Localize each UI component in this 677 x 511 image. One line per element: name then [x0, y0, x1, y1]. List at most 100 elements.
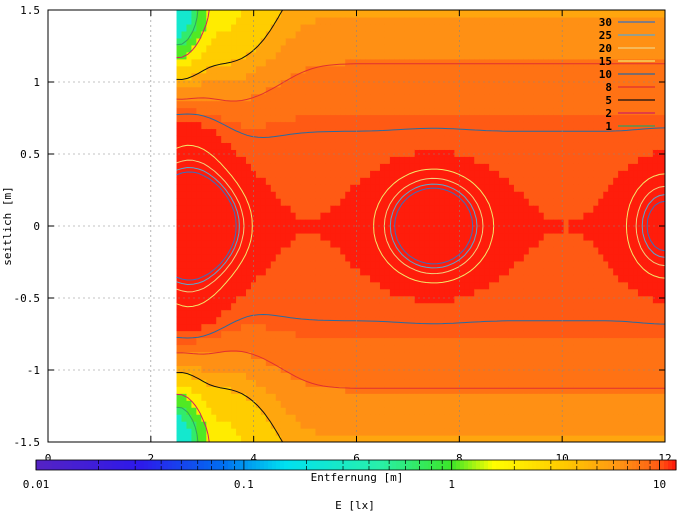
- heatmap-cell: [538, 184, 545, 192]
- heatmap-cell: [335, 421, 341, 429]
- heatmap-cell: [265, 295, 272, 304]
- heatmap-cell: [285, 302, 292, 311]
- heatmap-cell: [211, 365, 217, 373]
- heatmap-cell: [255, 421, 262, 429]
- heatmap-cell: [474, 205, 480, 213]
- heatmap-cell: [330, 23, 336, 32]
- heatmap-cell: [330, 295, 336, 304]
- heatmap-cell: [295, 239, 302, 248]
- heatmap-cell: [533, 302, 540, 311]
- heatmap-cell: [275, 351, 282, 359]
- heatmap-cell: [196, 51, 202, 60]
- heatmap-cell: [444, 58, 451, 67]
- heatmap-cell: [310, 142, 317, 150]
- heatmap-cell: [275, 23, 282, 32]
- heatmap-cell: [315, 281, 322, 290]
- heatmap-cell: [375, 100, 381, 109]
- heatmap-cell: [216, 86, 222, 95]
- heatmap-cell: [489, 65, 495, 74]
- heatmap-cell: [404, 309, 411, 318]
- heatmap-cell: [355, 100, 361, 109]
- heatmap-cell: [474, 65, 480, 74]
- heatmap-cell: [508, 135, 515, 143]
- heatmap-cell: [246, 239, 252, 248]
- heatmap-cell: [523, 51, 530, 60]
- heatmap-cell: [553, 253, 560, 262]
- heatmap-cell: [285, 365, 292, 373]
- heatmap-cell: [350, 281, 356, 290]
- heatmap-cell: [394, 232, 401, 241]
- heatmap-cell: [345, 288, 351, 297]
- heatmap-cell: [186, 170, 193, 178]
- heatmap-cell: [439, 198, 446, 206]
- heatmap-cell: [479, 358, 485, 366]
- heatmap-cell: [285, 414, 292, 422]
- heatmap-cell: [533, 281, 540, 290]
- heatmap-cell: [518, 309, 525, 318]
- heatmap-cell: [360, 344, 366, 353]
- heatmap-cell: [370, 177, 376, 185]
- heatmap-cell: [523, 100, 530, 109]
- heatmap-cell: [379, 260, 386, 269]
- heatmap-cell: [548, 30, 555, 39]
- heatmap-cell: [360, 107, 366, 116]
- heatmap-cell: [419, 358, 426, 366]
- heatmap-cell: [295, 414, 302, 422]
- heatmap-cell: [399, 86, 406, 95]
- heatmap-cell: [275, 51, 282, 60]
- heatmap-cell: [201, 386, 207, 394]
- heatmap-cell: [523, 107, 530, 116]
- heatmap-cell: [454, 86, 460, 95]
- heatmap-cell: [275, 365, 282, 373]
- heatmap-cell: [295, 149, 302, 157]
- heatmap-cell: [553, 260, 560, 269]
- heatmap-cell: [270, 239, 277, 248]
- heatmap-cell: [265, 281, 272, 290]
- heatmap-cell: [474, 198, 480, 206]
- heatmap-cell: [449, 428, 455, 436]
- heatmap-cell: [345, 323, 351, 332]
- heatmap-cell: [345, 421, 351, 429]
- heatmap-cell: [186, 121, 193, 130]
- heatmap-cell: [201, 86, 207, 95]
- heatmap-cell: [196, 226, 202, 234]
- heatmap-cell: [226, 30, 232, 39]
- heatmap-cell: [439, 107, 446, 116]
- heatmap-cell: [414, 337, 421, 346]
- heatmap-cell: [340, 358, 346, 366]
- heatmap-cell: [553, 274, 560, 283]
- heatmap-cell: [280, 93, 287, 102]
- heatmap-cell: [325, 309, 331, 318]
- heatmap-cell: [414, 316, 421, 325]
- heatmap-cell: [484, 316, 490, 325]
- heatmap-cell: [246, 191, 252, 199]
- heatmap-cell: [265, 344, 272, 353]
- heatmap-cell: [384, 232, 391, 241]
- heatmap-cell: [176, 212, 183, 220]
- heatmap-cell: [548, 44, 555, 53]
- heatmap-cell: [518, 86, 525, 95]
- heatmap-cell: [444, 316, 451, 325]
- heatmap-cell: [379, 414, 386, 422]
- heatmap-cell: [489, 260, 495, 269]
- heatmap-cell: [211, 107, 217, 116]
- heatmap-cell: [295, 128, 302, 137]
- heatmap-cell: [508, 44, 515, 53]
- heatmap-cell: [484, 86, 490, 95]
- heatmap-cell: [523, 351, 530, 359]
- heatmap-cell: [518, 163, 525, 171]
- heatmap-cell: [255, 295, 262, 304]
- heatmap-cell: [414, 386, 421, 394]
- heatmap-cell: [300, 428, 307, 436]
- heatmap-cell: [404, 198, 411, 206]
- heatmap-cell: [563, 232, 570, 241]
- heatmap-cell: [305, 316, 312, 325]
- heatmap-cell: [260, 428, 267, 436]
- heatmap-cell: [563, 23, 570, 32]
- heatmap-cell: [419, 142, 426, 150]
- heatmap-cell: [389, 274, 396, 283]
- heatmap-cell: [389, 344, 396, 353]
- heatmap-cell: [429, 135, 436, 143]
- heatmap-cell: [399, 267, 406, 276]
- heatmap-cell: [464, 135, 470, 143]
